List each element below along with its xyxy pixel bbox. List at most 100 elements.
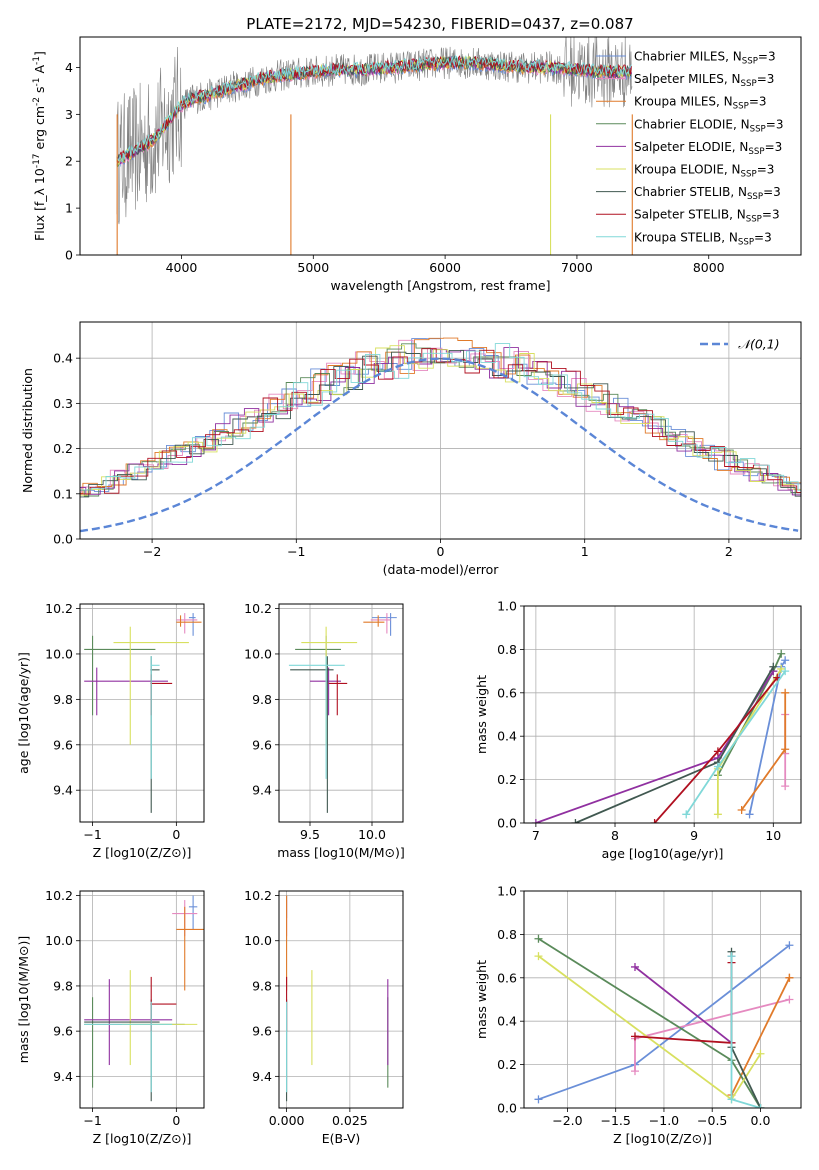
histogram-3 bbox=[80, 343, 801, 497]
x-tick-label: 7 bbox=[532, 828, 540, 843]
weight-line-4 bbox=[535, 670, 775, 823]
y-axis-label: mass weight bbox=[474, 675, 489, 754]
y-tick-label: 0.2 bbox=[497, 772, 517, 787]
weight-lines bbox=[531, 649, 790, 823]
weight-marker-7 bbox=[650, 819, 659, 823]
legend-label-6: Chabrier STELIB, NSSP​=3 bbox=[634, 185, 781, 202]
mass-weight-vs-age-panel: 7 8 9 10 0.0 0.2 0.4 0.6 0.8 1.0 age [log10(age/yr… bbox=[474, 599, 802, 861]
y-tick-label: 9.4 bbox=[252, 783, 272, 798]
y-tick-label: 9.8 bbox=[53, 692, 73, 707]
legend-label: 𝒩(0,1) bbox=[738, 337, 780, 352]
y-tick-label: 0.6 bbox=[497, 970, 517, 985]
x-tick-label: 0 bbox=[172, 827, 180, 842]
weight-marker-2 bbox=[737, 805, 746, 814]
x-tick-label: 6000 bbox=[429, 260, 461, 275]
extinction-panel: 0.000 0.025 9.4 9.6 9.8 10.0 10.2 E(B-V) bbox=[244, 888, 404, 1146]
plot-frame bbox=[79, 36, 802, 256]
legend-label-7: Salpeter STELIB, NSSP​=3 bbox=[634, 208, 780, 225]
x-tick-label: 8 bbox=[611, 828, 619, 843]
y-tick-label: 0.8 bbox=[497, 642, 517, 657]
weight-marker-2 bbox=[785, 973, 794, 982]
y-tick-label: 0.8 bbox=[497, 927, 517, 942]
x-axis-label: mass [log10(M/M⊙)] bbox=[277, 845, 405, 860]
figure-title: PLATE=2172, MJD=54230, FIBERID=0437, z=0… bbox=[246, 15, 633, 33]
observed-spectrum-line bbox=[116, 37, 633, 225]
x-axis-label: Z [log10(Z/Z⊙)] bbox=[93, 845, 192, 860]
weight-marker-1 bbox=[781, 782, 790, 791]
weight-marker-1 bbox=[630, 1067, 639, 1076]
legend-label-2: Kroupa MILES, NSSP​=3 bbox=[634, 95, 767, 112]
x-tick-label: 0 bbox=[172, 1113, 180, 1128]
x-tick-label: 0.0 bbox=[751, 1113, 771, 1128]
mass-vs-metallicity-panel: −1 0 9.4 9.6 9.8 10.0 10.2 Z [log10(Z/Z⊙)] mass … bbox=[16, 888, 205, 1146]
x-tick-label: 0.000 bbox=[269, 1113, 305, 1128]
weight-marker-0 bbox=[745, 810, 754, 819]
y-tick-label: 0.0 bbox=[497, 816, 517, 831]
y-tick-label: 10.2 bbox=[244, 601, 272, 616]
y-tick-label: 9.6 bbox=[53, 737, 73, 752]
weight-marker-6 bbox=[769, 662, 778, 671]
x-axis-label: wavelength [Angstrom, rest frame] bbox=[330, 278, 550, 293]
weight-marker-8 bbox=[713, 762, 722, 771]
histogram-6 bbox=[80, 349, 801, 498]
weight-lines bbox=[534, 934, 794, 1108]
legend-label-1: Salpeter MILES, NSSP​=3 bbox=[634, 72, 774, 89]
y-tick-label: 10.0 bbox=[244, 646, 272, 661]
error-bars bbox=[288, 613, 397, 813]
x-tick-label: 5000 bbox=[297, 260, 329, 275]
x-tick-label: −1.5 bbox=[601, 1113, 631, 1128]
weight-marker-8 bbox=[781, 667, 790, 676]
error-bars bbox=[84, 613, 202, 813]
legend-label-8: Kroupa STELIB, NSSP​=3 bbox=[634, 230, 772, 247]
plot-frame bbox=[79, 603, 205, 823]
y-tick-label: 9.8 bbox=[53, 978, 73, 993]
histogram-7 bbox=[80, 348, 801, 495]
y-tick-label: 0.0 bbox=[53, 532, 73, 547]
y-axis-label: Flux [f_λ 10-17​ erg cm-2​ s-1​ A-1​] bbox=[32, 51, 47, 241]
y-tick-label: 10.0 bbox=[244, 933, 272, 948]
normal-curve bbox=[80, 357, 799, 533]
plot-frame bbox=[79, 321, 802, 540]
weight-marker-0 bbox=[785, 941, 794, 950]
x-axis-label: Z [log10(Z/Z⊙)] bbox=[613, 1131, 712, 1146]
legend-label-3: Chabrier ELODIE, NSSP​=3 bbox=[634, 117, 783, 134]
y-tick-label: 10.2 bbox=[244, 888, 272, 903]
age-vs-mass-panel: 9.5 10.0 9.4 9.6 9.8 10.0 10.2 mass [log10(M/M⊙… bbox=[244, 601, 405, 860]
x-tick-label: −1 bbox=[83, 1113, 101, 1128]
x-axis-label: E(B-V) bbox=[322, 1131, 361, 1146]
y-axis-label: Normed distribution bbox=[20, 368, 35, 493]
weight-marker-5 bbox=[534, 952, 543, 961]
y-tick-label: 0.6 bbox=[497, 685, 517, 700]
histogram-4 bbox=[80, 347, 801, 496]
x-axis-label: age [log10(age/yr)] bbox=[602, 846, 724, 861]
y-tick-label: 4 bbox=[65, 60, 73, 75]
plot-frame bbox=[278, 890, 404, 1109]
y-axis-label: mass weight bbox=[474, 960, 489, 1039]
y-tick-label: 10.2 bbox=[45, 601, 73, 616]
weight-marker-8 bbox=[727, 952, 736, 961]
x-tick-label: 8000 bbox=[693, 260, 725, 275]
x-tick-label: 10.0 bbox=[358, 827, 386, 842]
weight-marker-8 bbox=[756, 1104, 765, 1108]
model-line-3 bbox=[116, 57, 632, 168]
weight-marker-7 bbox=[630, 1032, 639, 1041]
y-tick-label: 0.0 bbox=[497, 1101, 517, 1116]
x-tick-label: 0 bbox=[437, 544, 445, 559]
weight-marker-2 bbox=[781, 745, 790, 754]
x-tick-label: −2.0 bbox=[552, 1113, 582, 1128]
mass-weight-vs-metallicity-panel: −2.0 −1.5 −1.0 −0.5 0.0 0.0 0.2 0.4 0.6 0.8 1.0 Z [… bbox=[474, 884, 802, 1146]
histogram-5 bbox=[80, 345, 801, 496]
x-tick-label: −1 bbox=[287, 544, 305, 559]
spectrum-lines bbox=[116, 37, 633, 255]
y-tick-label: 1.0 bbox=[497, 599, 517, 614]
x-tick-label: −0.5 bbox=[697, 1113, 727, 1128]
plot-frame bbox=[79, 890, 205, 1109]
weight-marker-0 bbox=[534, 1095, 543, 1104]
legend-label-5: Kroupa ELODIE, NSSP​=3 bbox=[634, 163, 774, 180]
y-tick-label: 9.8 bbox=[252, 692, 272, 707]
y-tick-label: 9.4 bbox=[252, 1069, 272, 1084]
y-tick-label: 0.4 bbox=[497, 1014, 517, 1029]
y-tick-label: 9.4 bbox=[53, 783, 73, 798]
y-tick-label: 9.6 bbox=[252, 737, 272, 752]
